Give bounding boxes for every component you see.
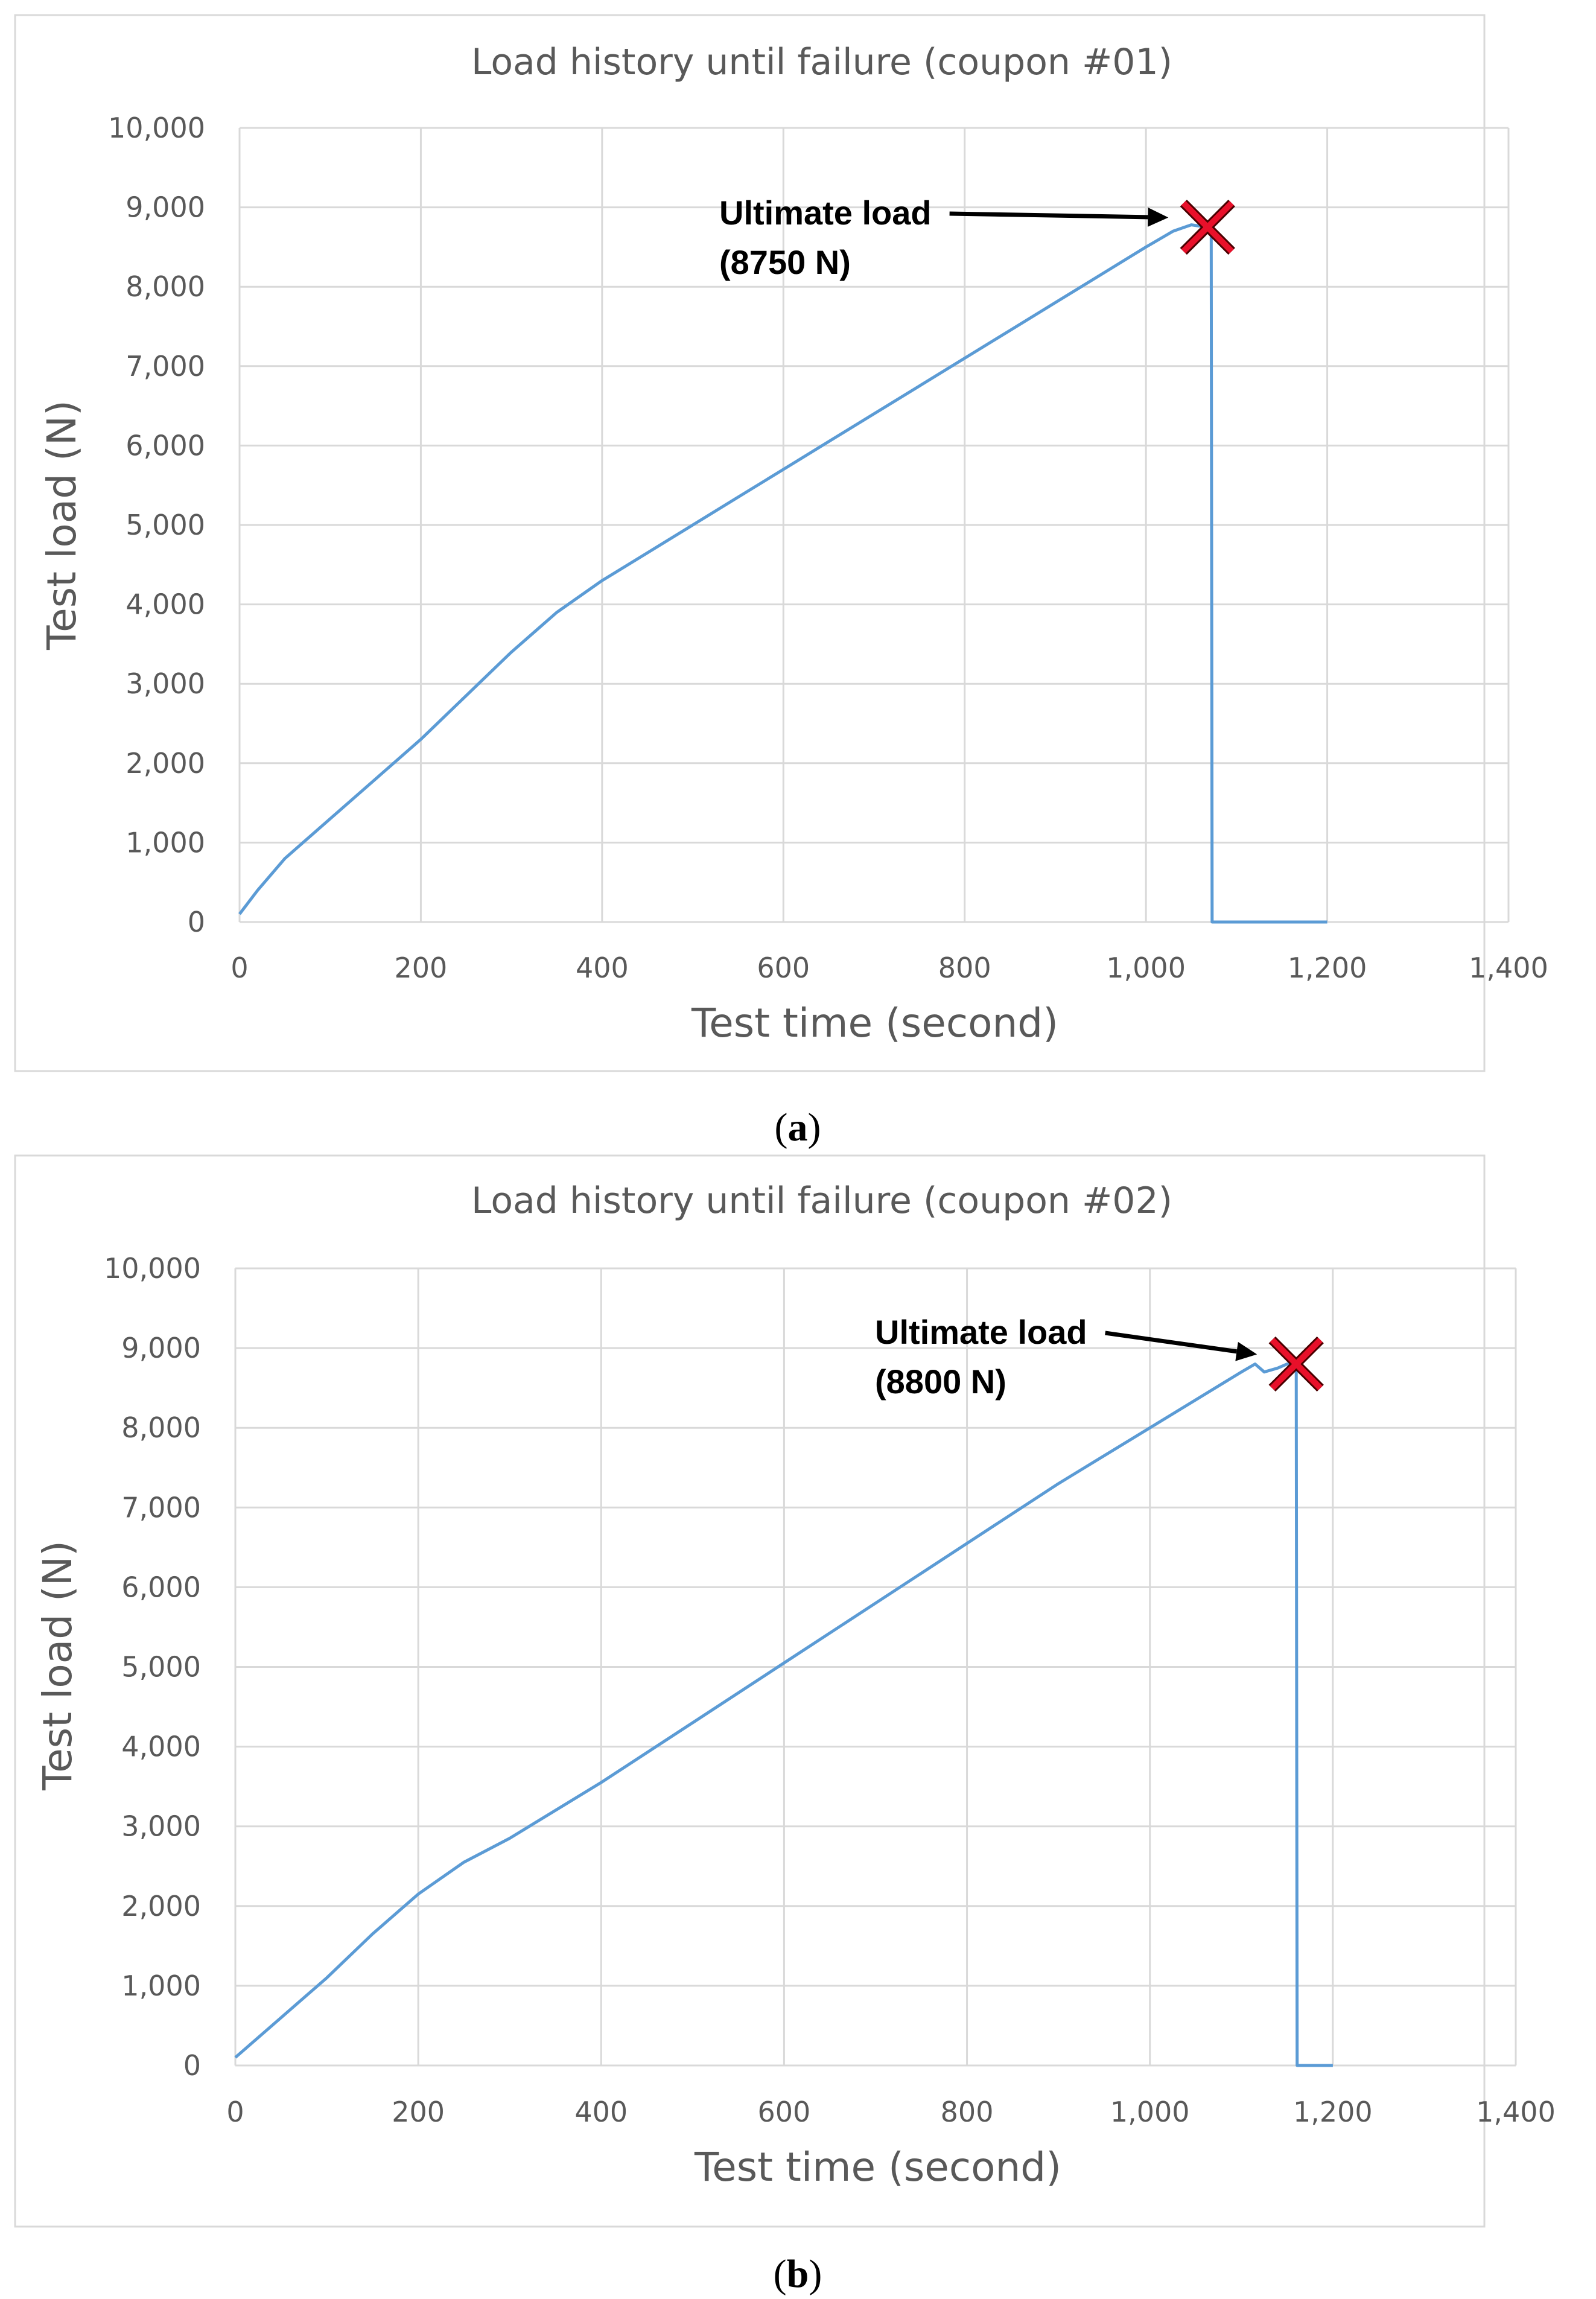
x-axis-title: Test time (second): [691, 1000, 1058, 1046]
x-tick-label: 200: [395, 952, 448, 984]
y-tick-label: 6,000: [126, 429, 205, 462]
chart-panel-a: 0 200 400 600 800 1,000 1,200 1,400 0 1,000 2,000 3…: [14, 14, 1548, 1072]
panel-label: (a): [775, 1105, 821, 1150]
y-tick-label: 0: [188, 906, 205, 938]
x-tick-label: 600: [757, 952, 810, 984]
y-tick-label: 9,000: [126, 191, 205, 224]
y-tick-label: 9,000: [121, 1332, 201, 1364]
chart-title: Load history until failure (coupon #01): [471, 41, 1172, 83]
y-tick-label: 8,000: [126, 270, 205, 303]
x-tick-label: 200: [392, 2096, 445, 2128]
chart-frame: [14, 14, 1486, 1072]
x-tick-label: 0: [230, 952, 248, 984]
y-tick-label: 3,000: [126, 667, 205, 700]
x-tick-label: 1,200: [1288, 952, 1367, 984]
x-tick-label: 600: [758, 2096, 811, 2128]
x-tick-label: 1,200: [1293, 2096, 1373, 2128]
y-tick-label: 1,000: [126, 826, 205, 859]
chart-panel-b: 0 200 400 600 800 1,000 1,200 1,400 0 1,000 2,000 3…: [14, 1154, 1556, 2228]
x-tick-label: 1,000: [1110, 2096, 1190, 2128]
y-tick-label: 10,000: [104, 1252, 201, 1285]
x-tick-label: 800: [938, 952, 991, 984]
annotation-arrow-shaft: [1105, 1331, 1238, 1354]
load-series-line: [234, 1363, 1333, 2067]
y-tick-label: 4,000: [121, 1731, 201, 1763]
annotation-line-1: Ultimate load: [719, 194, 932, 232]
y-tick-label: 2,000: [126, 747, 205, 780]
x-tick-label: 800: [941, 2096, 994, 2128]
panel-label: (b): [774, 2252, 822, 2296]
chart-title: Load history until failure (coupon #02): [471, 1180, 1172, 1222]
chart-frame: [14, 1154, 1486, 2228]
y-tick-label: 7,000: [121, 1491, 201, 1524]
y-tick-label: 8,000: [121, 1411, 201, 1444]
x-tick-label: 0: [226, 2096, 244, 2128]
x-axis-title: Test time (second): [694, 2144, 1061, 2190]
y-tick-label: 3,000: [121, 1810, 201, 1843]
y-tick-label: 6,000: [121, 1571, 201, 1603]
annotation-arrowhead-icon: [1148, 207, 1169, 227]
x-tick-label: 400: [574, 2096, 628, 2128]
y-tick-label: 5,000: [121, 1651, 201, 1684]
x-tick-label: 400: [576, 952, 629, 984]
y-axis-title: Test load (N): [39, 400, 85, 650]
failure-x-marker-icon: [1180, 199, 1235, 255]
x-tick-label: 1,400: [1476, 2096, 1556, 2128]
annotation-arrowhead-icon: [1235, 1341, 1257, 1361]
annotation-line-1: Ultimate load: [875, 1313, 1087, 1351]
annotation-line-2: (8750 N): [719, 243, 851, 281]
x-tick-label: 1,000: [1106, 952, 1186, 984]
y-tick-label: 1,000: [121, 1970, 201, 2002]
y-axis-title: Test load (N): [34, 1541, 81, 1791]
failure-x-marker-icon: [1268, 1336, 1324, 1392]
y-tick-label: 4,000: [126, 588, 205, 621]
x-tick-label: 1,400: [1469, 952, 1548, 984]
annotation-arrow-shaft: [949, 211, 1148, 220]
annotation-line-2: (8800 N): [875, 1363, 1006, 1401]
y-tick-label: 5,000: [126, 509, 205, 541]
y-tick-label: 0: [183, 2049, 201, 2082]
y-tick-label: 7,000: [126, 350, 205, 383]
y-tick-label: 2,000: [121, 1890, 201, 1922]
y-tick-label: 10,000: [108, 112, 205, 144]
